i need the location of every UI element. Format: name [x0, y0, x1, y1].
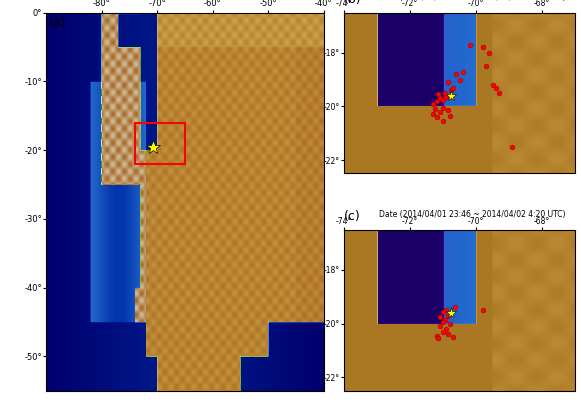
Text: (c): (c) [344, 210, 361, 223]
Text: Date (2014/03/01 0:00 ~ 2014/04/01 23:45 UTC): Date (2014/03/01 0:00 ~ 2014/04/01 23:45… [379, 0, 565, 2]
Text: (a): (a) [49, 16, 67, 29]
Text: Date (2014/04/01 23:46 ~ 2014/04/02 4:20 UTC): Date (2014/04/01 23:46 ~ 2014/04/02 4:20… [379, 210, 565, 219]
Text: (b): (b) [344, 0, 362, 6]
Bar [135, 123, 185, 164]
